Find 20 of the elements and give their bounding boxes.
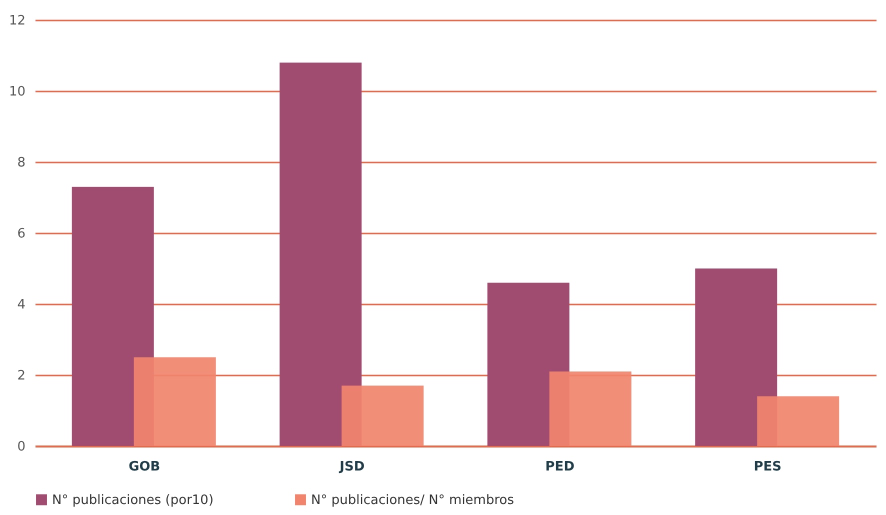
- bar: [134, 357, 216, 446]
- y-tick-label: 6: [17, 226, 26, 242]
- y-tick-label: 2: [17, 368, 26, 384]
- legend-label: N° publicaciones (por10): [52, 492, 214, 508]
- x-tick-label: PED: [545, 460, 575, 474]
- legend-label: N° publicaciones/ N° miembros: [311, 492, 514, 508]
- bar: [72, 186, 154, 446]
- bar: [695, 268, 778, 446]
- y-tick-label: 12: [8, 14, 26, 28]
- y-tick-label: 4: [17, 298, 26, 312]
- y-tick-label: 8: [17, 156, 26, 170]
- bar: [549, 371, 632, 446]
- y-tick-label: 0: [17, 440, 26, 454]
- bar: [757, 396, 840, 446]
- x-tick-label: GOB: [128, 460, 160, 474]
- x-tick-label: JSD: [338, 460, 365, 474]
- bar: [342, 386, 424, 446]
- y-tick-label: 10: [8, 84, 26, 100]
- bar: [280, 62, 362, 446]
- x-tick-label: PES: [754, 460, 782, 474]
